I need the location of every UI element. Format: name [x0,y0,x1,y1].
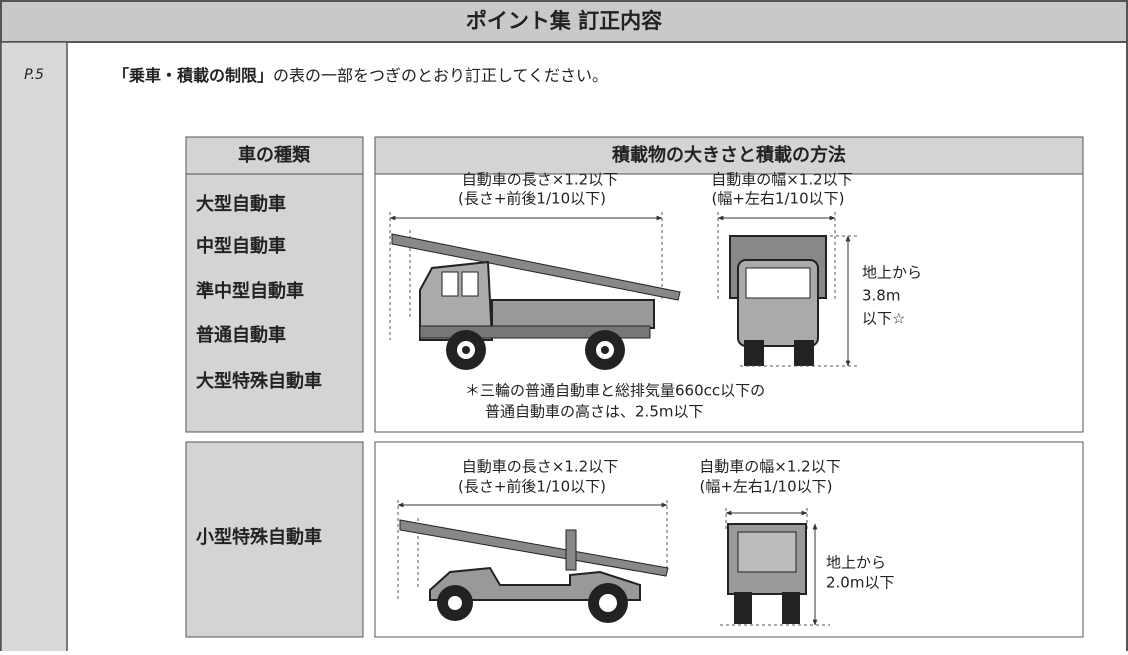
instruction-emphasis: 「乗車・積載の制限」 [113,66,273,85]
vehicle-type: 普通自動車 [196,324,286,346]
width-label: 自動車の幅×1.2以下 [699,458,840,476]
side-column [0,41,68,655]
truck-front-illustration [717,212,860,367]
column-header: 積載物の大きさと積載の方法 [611,144,846,166]
special-vehicle-front-illustration [720,508,830,626]
page-label: P.5 [24,67,44,83]
vehicle-cell [185,441,364,638]
note: ＊三輪の普通自動車と総排気量660cc以下の [465,382,765,400]
height-label: 地上から [862,264,922,282]
vehicle-type: 大型自動車 [196,193,286,215]
instruction: 「乗車・積載の制限」の表の一部をつぎのとおり訂正してください。 [113,66,608,85]
column-header: 車の種類 [238,144,311,166]
truck-side-illustration [389,212,681,370]
instruction-text: の表の一部をつぎのとおり訂正してください。 [273,66,608,85]
height-label: 2.0m以下 [826,574,894,592]
height-label: 地上から [826,554,886,572]
height-label: 以下☆ [862,310,905,328]
note: 普通自動車の高さは、2.5m以下 [485,403,703,421]
length-label: 自動車の長さ×1.2以下 [462,458,618,476]
height-label: 3.8m [862,287,900,305]
vehicle-type: 準中型自動車 [196,280,304,302]
vehicle-type: 小型特殊自動車 [196,526,322,548]
vehicle-type: 大型特殊自動車 [196,370,322,392]
vehicle-cell [185,173,364,433]
header-bar [0,0,1128,43]
header-cell [374,136,1084,175]
special-vehicle-side-illustration [397,500,669,623]
length-label: (長さ+前後1/10以下) [458,190,606,208]
width-label: 自動車の幅×1.2以下 [711,171,852,189]
width-label: (幅+左右1/10以下) [712,190,845,208]
vehicle-type: 中型自動車 [196,235,286,257]
length-label: (長さ+前後1/10以下) [458,478,606,496]
length-label: 自動車の長さ×1.2以下 [462,171,618,189]
header-title: ポイント集 訂正内容 [466,9,662,33]
width-label: (幅+左右1/10以下) [700,478,833,496]
